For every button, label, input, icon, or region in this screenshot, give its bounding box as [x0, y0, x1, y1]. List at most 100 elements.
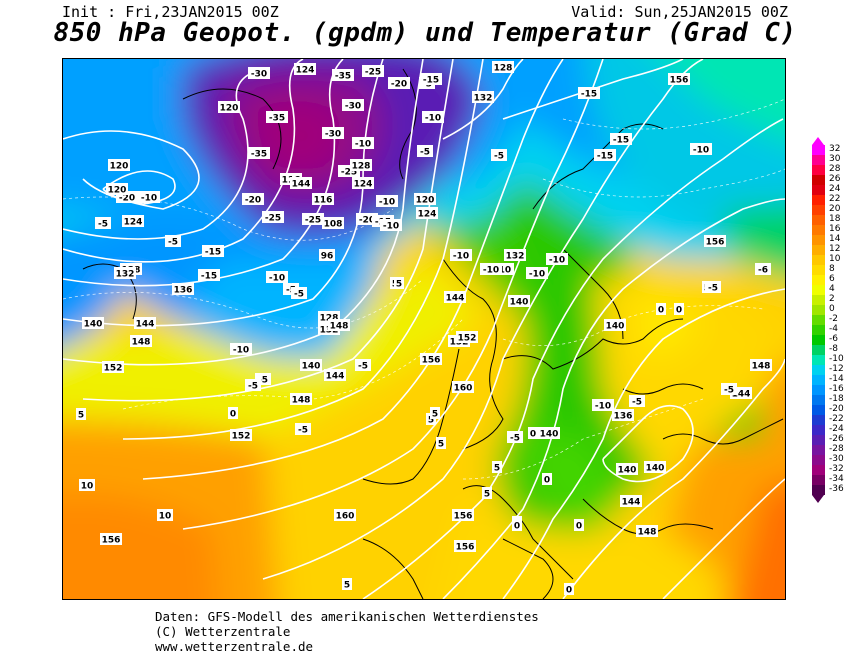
map-label-box — [342, 578, 352, 590]
map-label-box — [542, 473, 552, 485]
legend-swatch — [812, 335, 825, 345]
map-value-label: -5 — [98, 220, 108, 230]
map-label-box — [134, 317, 156, 329]
map-value-label: 128 — [352, 162, 371, 172]
map-label-box — [629, 395, 645, 407]
map-value-label: 136 — [614, 412, 633, 422]
legend-swatch — [812, 315, 825, 325]
map-label-box — [668, 73, 690, 85]
map-value-label: 10 — [81, 482, 94, 492]
legend-swatch — [812, 145, 825, 155]
map-label-box — [482, 487, 492, 499]
map-value-label: -35 — [269, 114, 285, 124]
map-label-box — [230, 429, 252, 441]
map-value-label: -25 — [365, 68, 381, 78]
legend-swatch — [812, 215, 825, 225]
init-time: Init : Fri,23JAN2015 00Z — [62, 3, 279, 21]
map-value-label: 148 — [752, 362, 771, 372]
map-value-label: 148 — [330, 322, 349, 332]
map-value-label: -5 — [420, 148, 430, 158]
map-label-box — [242, 193, 264, 205]
legend-swatch — [812, 175, 825, 185]
map-value-label: 160 — [336, 512, 355, 522]
legend-label: -18 — [829, 394, 844, 404]
map-label-box — [248, 67, 270, 79]
map-label-box — [430, 407, 440, 419]
legend-swatch — [812, 255, 825, 265]
map-label-box — [130, 335, 152, 347]
map-label-box — [352, 137, 374, 149]
legend-label: 22 — [829, 194, 841, 204]
map-label-box — [612, 409, 634, 421]
map-label-box — [755, 263, 771, 275]
map-label-box — [690, 143, 712, 155]
map-label-box — [574, 519, 584, 531]
map-value-label: -5 — [510, 434, 520, 444]
map-value-label: -25 — [265, 214, 281, 224]
map-label-box — [79, 479, 95, 491]
map-label-box — [436, 437, 446, 449]
legend-label: -6 — [829, 334, 838, 344]
map-label-box — [106, 183, 128, 195]
map-value-label: -15 — [613, 136, 629, 146]
map-label-box — [245, 379, 261, 391]
legend-swatch — [812, 205, 825, 215]
map-label-box — [380, 219, 402, 231]
map-value-label: 5 — [78, 411, 84, 421]
legend-swatch — [812, 455, 825, 465]
map-label-box — [352, 177, 374, 189]
legend-label: -14 — [829, 374, 844, 384]
legend-swatch — [812, 425, 825, 435]
map-value-label: 132 — [116, 270, 135, 280]
map-value-label: 0 — [576, 522, 582, 532]
map-label-box — [350, 159, 372, 171]
map-label-box — [636, 525, 658, 537]
legend-swatch — [812, 445, 825, 455]
map-label-box — [322, 127, 344, 139]
legend-label: 30 — [829, 154, 841, 164]
legend-swatch — [812, 185, 825, 195]
legend-swatch — [812, 295, 825, 305]
map-label-box — [76, 408, 86, 420]
map-value-label: -10 — [529, 270, 545, 280]
map-label-box — [528, 427, 538, 439]
map-label-box — [750, 359, 772, 371]
map-value-label: -20 — [245, 196, 261, 206]
map-value-label: 0 — [676, 306, 682, 316]
map-value-label: -30 — [251, 70, 267, 80]
map-value-label: 152 — [104, 364, 123, 374]
map-value-label: 140 — [618, 466, 637, 476]
map-label-box — [355, 359, 371, 371]
map-value-label: 148 — [292, 396, 311, 406]
map-label-box — [594, 149, 616, 161]
map-label-box — [492, 461, 502, 473]
map-value-label: 140 — [646, 464, 665, 474]
map-label-box — [102, 361, 124, 373]
map-label-box — [674, 303, 684, 315]
map-value-label: 156 — [456, 543, 475, 553]
map-value-label: 144 — [292, 180, 311, 190]
map-label-box — [538, 427, 560, 439]
legend-label: 18 — [829, 214, 841, 224]
legend-swatch — [812, 405, 825, 415]
map-label-box — [610, 133, 632, 145]
map-value-label: 0 — [230, 410, 236, 420]
legend-label: -20 — [829, 404, 844, 414]
map-label-box — [417, 145, 433, 157]
legend-swatch — [812, 345, 825, 355]
map-value-label: 0 — [530, 430, 536, 440]
legend-swatch — [812, 465, 825, 475]
map-value-label: 132 — [474, 94, 493, 104]
map-label-box — [491, 149, 507, 161]
map-value-label: 5 — [484, 490, 490, 500]
legend-label: 8 — [829, 264, 835, 274]
map-label-box — [294, 63, 316, 75]
legend-label: -4 — [829, 324, 838, 334]
map-value-label: -5 — [632, 398, 642, 408]
legend-label: 24 — [829, 184, 841, 194]
map-label-box — [108, 159, 130, 171]
map-label-box — [452, 381, 474, 393]
map-label-box — [644, 461, 666, 473]
legend-swatch — [812, 265, 825, 275]
